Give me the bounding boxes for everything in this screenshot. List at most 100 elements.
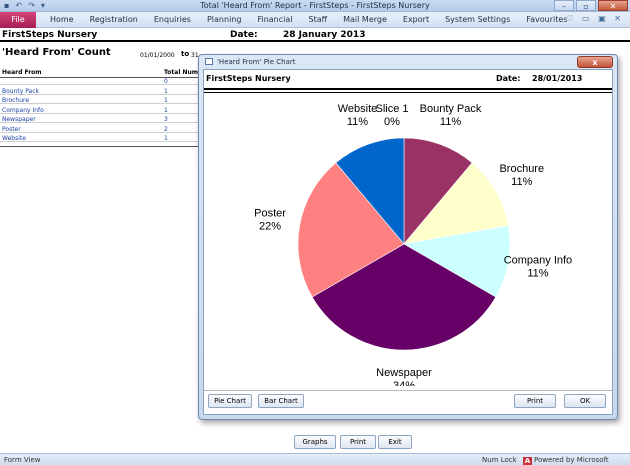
- menu-item[interactable]: Financial: [257, 14, 293, 24]
- table-row: Newspaper 3: [0, 116, 200, 123]
- num-lock-indicator: Num Lock: [482, 456, 517, 464]
- table-rule: [0, 77, 200, 78]
- menu-item[interactable]: System Settings: [445, 14, 511, 24]
- total-number-cell: 0: [164, 78, 168, 85]
- date-from: 01/01/2000: [140, 52, 175, 59]
- slice-percent: 11%: [347, 116, 368, 128]
- column-total-number: Total Numbe: [164, 69, 207, 76]
- slice-label: Slice 1: [375, 103, 408, 115]
- minimize-icon[interactable]: –: [554, 0, 574, 11]
- total-number-cell: 1: [164, 135, 168, 142]
- pie-chart-button[interactable]: Pie Chart: [208, 394, 252, 408]
- slice-label: Company Info: [504, 255, 572, 267]
- quick-access-toolbar: ▪ ↶ ↷ ▾: [4, 1, 45, 11]
- dialog-body: FirstSteps Nursery Date: 28/01/2013 Slic…: [203, 69, 613, 415]
- slice-label: Bounty Pack: [420, 103, 482, 115]
- menu-item[interactable]: Home: [50, 14, 74, 24]
- status-bar: Form View Num Lock A Powered by Microsoft…: [0, 453, 630, 465]
- menu-item[interactable]: Export: [402, 14, 430, 24]
- dialog-date-label: Date:: [496, 74, 521, 83]
- slice-percent: 11%: [440, 116, 461, 128]
- menu-bar: File Home Registration Enquiries Planning Fi…: [0, 11, 630, 28]
- window-title: Total 'Heard From' Report - FirstSteps -…: [200, 1, 430, 10]
- dialog-close-button[interactable]: x: [577, 56, 613, 68]
- table-row: Bounty Pack 1: [0, 88, 200, 95]
- close-icon[interactable]: ✕: [598, 0, 628, 11]
- pie-slice: [335, 137, 405, 245]
- restore-icon[interactable]: ▫: [576, 0, 596, 11]
- to-label: to: [181, 50, 190, 58]
- redo-icon[interactable]: ↷: [28, 1, 35, 10]
- heard-from-cell: Bounty Pack: [2, 87, 40, 95]
- ribbon-controls[interactable]: ♡ ▭ ▣ ✕: [566, 14, 624, 23]
- menu-item[interactable]: Planning: [206, 14, 242, 24]
- table-rule: [0, 146, 200, 147]
- slice-label: Website: [338, 103, 378, 115]
- slice-label: Poster: [254, 207, 286, 219]
- total-number-cell: 3: [164, 116, 168, 123]
- pie-chart-dialog: 'Heard From' Pie Chart x FirstSteps Nurs…: [198, 54, 618, 420]
- nursery-name: FirstSteps Nursery: [2, 30, 98, 40]
- dialog-rule: [204, 92, 612, 93]
- slice-percent: 0%: [384, 116, 400, 128]
- file-menu-button[interactable]: File: [0, 11, 36, 28]
- slice-label: Newspaper: [376, 367, 432, 379]
- access-icon: A: [523, 457, 532, 465]
- form-icon: [205, 58, 213, 65]
- heard-from-cell: Poster: [2, 125, 21, 133]
- total-number-cell: 1: [164, 97, 168, 104]
- ok-button[interactable]: OK: [564, 394, 606, 408]
- slice-percent: 34%: [393, 380, 415, 386]
- heard-from-cell: Brochure: [2, 97, 30, 104]
- slice-percent: 11%: [511, 176, 532, 188]
- menu-item[interactable]: Staff: [308, 14, 328, 24]
- table-row: 0: [0, 78, 200, 85]
- date-label: Date:: [230, 30, 258, 40]
- heard-from-cell: Website: [2, 135, 26, 142]
- report-header: FirstSteps Nursery Date: 28 January 2013: [0, 28, 630, 42]
- window-controls: – ▫ ✕: [554, 0, 628, 11]
- pie-chart: Slice 10%Bounty Pack11%Brochure11%Compan…: [254, 103, 572, 386]
- menu-items: Home Registration Enquiries Planning Financi…: [42, 12, 575, 28]
- report-title: 'Heard From' Count: [2, 47, 111, 58]
- date-value: 28 January 2013: [283, 30, 366, 40]
- undo-icon[interactable]: ↶: [15, 1, 23, 10]
- save-icon[interactable]: ▪: [4, 1, 10, 10]
- total-number-cell: 1: [164, 87, 168, 95]
- total-number-cell: 2: [164, 125, 168, 133]
- slice-percent: 11%: [527, 268, 548, 280]
- pie-slice: [403, 162, 509, 245]
- table-row: Company Info 1: [0, 107, 200, 114]
- pie-slice: [297, 162, 405, 298]
- graphs-button[interactable]: Graphs: [294, 435, 336, 449]
- heard-from-cell: Newspaper: [2, 116, 36, 123]
- bar-chart-button[interactable]: Bar Chart: [258, 394, 304, 408]
- dialog-title: 'Heard From' Pie Chart: [217, 58, 296, 66]
- menu-item[interactable]: Registration: [89, 14, 138, 24]
- menu-item[interactable]: Enquiries: [153, 14, 191, 24]
- dialog-nursery-name: FirstSteps Nursery: [206, 74, 291, 83]
- pie-slice: [403, 137, 473, 245]
- dialog-date-value: 28/01/2013: [532, 74, 583, 83]
- pie-slice: [403, 225, 511, 298]
- date-to: 31: [191, 52, 199, 59]
- slice-percent: 22%: [259, 220, 281, 232]
- print-report-button[interactable]: Print: [340, 435, 376, 449]
- heard-from-cell: Company Info: [2, 106, 44, 114]
- exit-button[interactable]: Exit: [378, 435, 412, 449]
- menu-item[interactable]: Favourites: [526, 14, 568, 24]
- slice-label: Brochure: [499, 163, 544, 175]
- table-row: Brochure 1: [0, 97, 200, 104]
- dialog-footer-rule: [204, 390, 612, 391]
- view-mode: Form View: [4, 456, 41, 464]
- total-number-cell: 1: [164, 106, 168, 114]
- dialog-rule: [204, 88, 612, 90]
- title-bar: ▪ ↶ ↷ ▾ Total 'Heard From' Report - Firs…: [0, 0, 630, 12]
- customize-icon[interactable]: ▾: [40, 1, 45, 10]
- powered-text: Powered by Microsoft Access: [534, 456, 609, 464]
- print-button[interactable]: Print: [514, 394, 556, 408]
- table-row: Website 1: [0, 135, 200, 142]
- menu-item[interactable]: Mail Merge: [343, 14, 387, 24]
- column-heard-from: Heard From: [2, 69, 42, 76]
